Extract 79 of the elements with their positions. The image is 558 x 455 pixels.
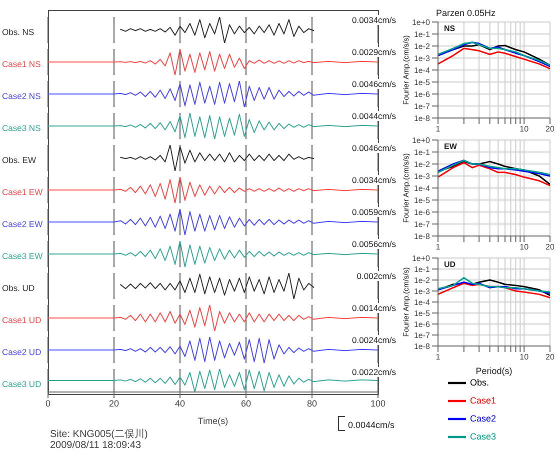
chart-title: Parzen 0.05Hz <box>436 8 496 18</box>
series-label: Case1 NS <box>2 59 41 69</box>
x-axis-title: Time(s) <box>198 416 228 426</box>
x-tick-label: 20 <box>108 398 120 408</box>
annotation: 0.0022cm/s <box>351 367 397 377</box>
text: Site: KNG005(二俣川) <box>50 428 148 440</box>
y-tick-label: 1e-1 <box>414 148 431 157</box>
y-tick-label: 1e-5 <box>414 78 431 87</box>
y-tick-label: 1e-5 <box>414 308 431 318</box>
annotation: 0.0059cm/s <box>351 207 397 217</box>
y-tick-label: 1e-6 <box>414 320 431 329</box>
x-tick-label: 20 <box>546 242 555 252</box>
series-label: Case3 EW <box>2 251 43 261</box>
y-tick-label: 1e-3 <box>414 172 431 181</box>
x-tick-label: 60 <box>240 398 252 408</box>
chart-subtitle: NS <box>444 24 456 33</box>
y-tick-label: 1e+0 <box>412 18 431 27</box>
annotation: 0.0044cm/s <box>351 111 397 121</box>
series-label: Case2 UD <box>2 347 42 357</box>
y-tick-label: 1e-1 <box>414 30 431 39</box>
chart-subtitle: EW <box>444 142 457 151</box>
text: Obs. NS <box>2 27 34 37</box>
y-tick-label: 1e-2 <box>414 276 431 285</box>
y-tick-label: 1e-2 <box>414 42 431 51</box>
y-tick-label: 1e-4 <box>414 298 431 307</box>
y-tick-label: 1e-8 <box>414 342 431 351</box>
x-tick-label: 40 <box>174 398 186 408</box>
y-tick-label: 1e-7 <box>414 102 431 111</box>
y-tick-label: 1e-8 <box>414 232 431 241</box>
x-tick-label: 1 <box>436 352 441 362</box>
annotation: 0.0034cm/s <box>351 15 397 25</box>
annotation: 0.0056cm/s <box>351 239 397 249</box>
y-tick-label: 1e-6 <box>414 208 431 217</box>
y-tick-label: 1e-1 <box>414 264 431 274</box>
x-tick-label: 1 <box>436 124 441 134</box>
y-tick-label: 1e-5 <box>414 196 431 205</box>
text: 0.0044cm/s <box>348 420 395 430</box>
chart-subtitle: UD <box>444 260 456 269</box>
annotation: 0.002cm/s <box>356 271 397 281</box>
annotation: 0.0024cm/s <box>351 335 397 345</box>
x-tick-label: 100 <box>370 398 386 408</box>
x-tick-label: 0 <box>45 398 51 408</box>
y-tick-label: 1e-3 <box>414 286 431 296</box>
x-tick-label: 20 <box>546 124 555 134</box>
x-tick-label: 80 <box>306 398 318 408</box>
y-tick-label: 1e-7 <box>414 330 431 340</box>
annotation: 0.0014cm/s <box>351 303 397 313</box>
y-tick-label: 1e-8 <box>414 114 431 123</box>
series-label: Case1 EW <box>2 187 43 197</box>
annotation: 0.0046cm/s <box>351 79 397 89</box>
series-label: Case2 NS <box>2 91 41 101</box>
annotation: 0.0034cm/s <box>351 175 397 185</box>
x-tick-label: 20 <box>546 352 555 362</box>
y-tick-label: 1e-4 <box>414 184 431 193</box>
legend-label: Case2 <box>470 413 496 424</box>
y-tick-label: 1e+0 <box>412 254 431 263</box>
x-tick-label: 1 <box>436 242 441 252</box>
series-label: Case3 NS <box>2 123 41 133</box>
annotation: 0.0029cm/s <box>351 47 397 57</box>
text: Obs. UD <box>2 283 35 293</box>
annotation: 0.0046cm/s <box>351 143 397 153</box>
legend-label: Case3 <box>470 431 496 442</box>
y-tick-label: 1e-6 <box>414 90 431 99</box>
legend-label: Obs. <box>470 377 489 388</box>
legend-label: Case1 <box>470 395 496 406</box>
text: 2009/08/11 18:09:43 <box>50 440 142 451</box>
x-tick-label: 10 <box>520 242 530 252</box>
series-label: Case3 UD <box>2 379 42 389</box>
y-tick-label: 1e-3 <box>414 54 431 63</box>
y-tick-label: 1e-7 <box>414 220 431 229</box>
y-tick-label: 1e+0 <box>412 136 431 145</box>
y-tick-label: 1e-4 <box>414 66 431 75</box>
x-tick-label: 10 <box>520 124 530 134</box>
x-tick-label: 10 <box>520 352 530 362</box>
text: Obs. EW <box>2 155 36 165</box>
series-label: Case2 EW <box>2 219 43 229</box>
y-tick-label: 1e-2 <box>414 160 431 169</box>
series-label: Case1 UD <box>2 315 42 325</box>
x-axis-title: Period(s) <box>476 366 512 376</box>
